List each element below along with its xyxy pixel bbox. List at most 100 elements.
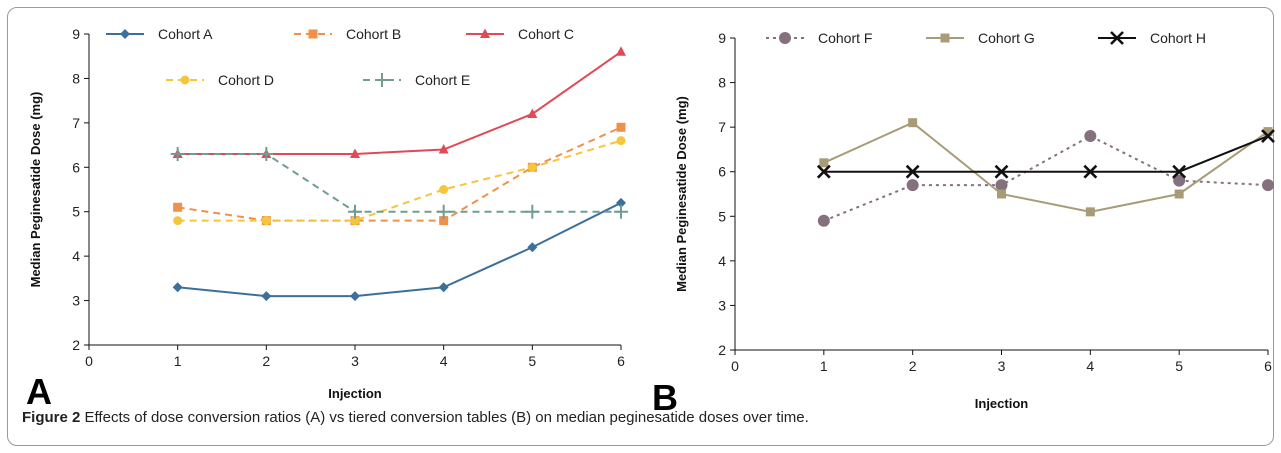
legend-label: Cohort B [346, 26, 401, 42]
series-line [177, 126, 622, 222]
x-tick-label: 1 [174, 353, 182, 369]
x-tick-label: 5 [1175, 358, 1183, 374]
caption-text: Effects of dose conversion ratios (A) vs… [80, 409, 809, 426]
figure-caption: Figure 2 Effects of dose conversion rati… [22, 409, 809, 426]
legend-marker [940, 33, 950, 43]
legend-entry: Cohort G [926, 30, 1035, 46]
data-point [616, 122, 626, 132]
legend-marker [120, 29, 130, 39]
y-tick-label: 8 [718, 75, 726, 91]
series-cohort-a [172, 197, 626, 302]
data-point [348, 204, 362, 219]
x-axis-title: Injection [328, 386, 382, 401]
legend-label: Cohort H [1150, 30, 1206, 46]
legend-label: Cohort C [518, 26, 574, 42]
data-point [995, 179, 1008, 192]
legend-entry: Cohort D [166, 72, 274, 88]
y-tick-label: 2 [72, 337, 80, 353]
y-tick-label: 6 [72, 159, 80, 175]
y-tick-label: 8 [72, 70, 80, 86]
legend-marker [779, 32, 791, 44]
data-point [170, 146, 185, 161]
y-tick-label: 6 [718, 164, 726, 180]
data-point [614, 204, 628, 219]
data-point [350, 148, 360, 158]
legend-marker [180, 75, 190, 85]
y-tick-label: 2 [718, 342, 726, 358]
legend-entry: Cohort F [766, 30, 872, 46]
data-point [439, 216, 449, 226]
y-tick-label: 3 [718, 297, 726, 313]
data-point [1173, 174, 1186, 187]
data-point [173, 202, 183, 212]
data-point [1174, 189, 1184, 199]
series-line [177, 201, 622, 298]
data-point [438, 144, 449, 154]
x-tick-label: 3 [351, 353, 359, 369]
y-axis-title: Median Peginesatide Dose (mg) [674, 96, 689, 292]
data-point [350, 291, 360, 302]
data-point [261, 216, 271, 226]
data-point [1263, 127, 1273, 137]
series-line [177, 50, 622, 155]
data-point [1084, 130, 1097, 143]
y-tick-label: 5 [72, 204, 80, 220]
y-tick-label: 9 [718, 30, 726, 46]
legend-marker [308, 29, 318, 39]
data-point [819, 158, 829, 168]
y-axis-title: Median Peginesatide Dose (mg) [28, 92, 43, 288]
data-point [172, 282, 183, 293]
y-tick-label: 7 [718, 119, 726, 135]
x-tick-label: 1 [820, 358, 828, 374]
y-tick-label: 3 [72, 293, 80, 309]
legend-entry: Cohort A [106, 26, 213, 42]
series-cohort-c [172, 46, 626, 158]
panel-A: 2 3 4 5 6 7 8 9 0 1 2 3 4 5 6 Median Peginesatide Dose … [26, 26, 628, 412]
data-point [1262, 179, 1274, 192]
x-tick-label: 6 [617, 353, 625, 369]
data-point [527, 108, 538, 118]
data-point [438, 282, 449, 293]
series-cohort-f [817, 130, 1274, 227]
legend-label: Cohort D [218, 72, 274, 88]
data-point [527, 242, 538, 253]
data-point [439, 185, 449, 194]
series-line [823, 135, 1269, 173]
x-axis-title: Injection [975, 396, 1029, 411]
data-point [1172, 164, 1187, 179]
data-point [616, 46, 626, 56]
panel-label: A [26, 371, 52, 412]
data-point [906, 179, 919, 192]
data-point [261, 291, 272, 302]
series-line [823, 134, 1269, 222]
data-point [908, 118, 918, 128]
x-tick-label: 4 [440, 353, 448, 369]
y-tick-label: 9 [72, 26, 80, 42]
data-point [997, 189, 1006, 199]
series-cohort-e [170, 146, 628, 219]
data-point [350, 216, 360, 226]
series-cohort-b [173, 122, 626, 226]
data-point [616, 136, 626, 146]
series-cohort-h [816, 129, 1275, 179]
data-point [259, 146, 274, 161]
series-line [177, 152, 621, 213]
legend-label: Cohort E [415, 72, 470, 88]
legend-entry: Cohort B [294, 26, 401, 42]
x-tick-label: 6 [1264, 358, 1272, 374]
data-point [1085, 207, 1095, 217]
data-point [994, 164, 1009, 179]
data-point [1083, 164, 1098, 179]
series-line [823, 121, 1269, 213]
y-tick-label: 7 [72, 115, 80, 131]
legend-entry: Cohort C [466, 26, 574, 42]
legend-marker [480, 28, 490, 38]
legend-label: Cohort F [818, 30, 872, 46]
x-tick-label: 2 [262, 353, 270, 369]
legend-label: Cohort G [978, 30, 1035, 46]
series-cohort-d [173, 136, 626, 226]
x-tick-label: 4 [1086, 358, 1094, 374]
series-cohort-g [819, 118, 1273, 217]
legend-marker [375, 73, 389, 87]
